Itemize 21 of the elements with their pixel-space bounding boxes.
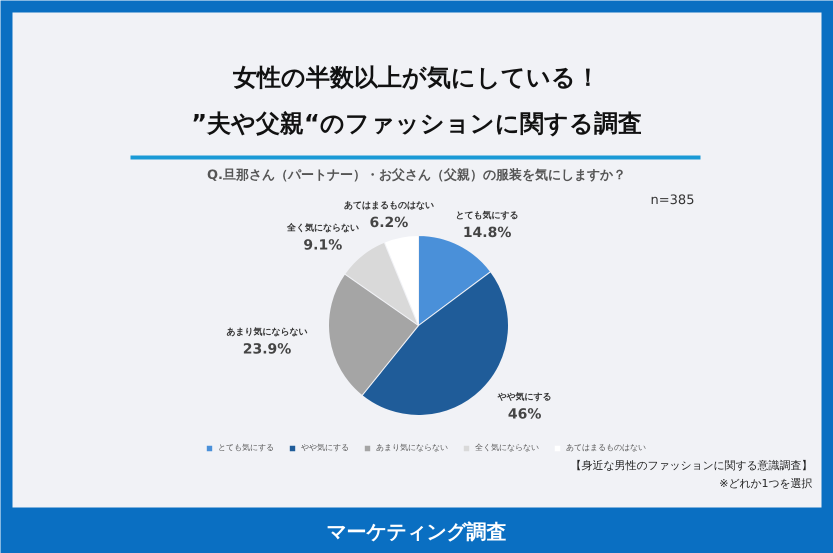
text: n=385 [650, 193, 694, 208]
legend-label: あてはまるものはない [566, 442, 646, 453]
slice-label: あてはまるものはない [344, 201, 434, 212]
data-label: 46% [508, 406, 542, 423]
text: マーケティング調査 [326, 520, 506, 544]
legend-label: とても気にする [218, 442, 274, 453]
slice-label: やや気にする [496, 392, 552, 403]
text: 【身近な男性のファッションに関する意識調査】 [570, 459, 812, 472]
slice-label: 全く気にならない [286, 222, 359, 234]
chart-title: 女性の半数以上が気にしている！ ”夫や父親“のファッションに関する調査 [191, 64, 642, 138]
slice-label: とても気にする [456, 210, 519, 221]
legend-label: やや気にする [301, 442, 349, 453]
data-label: 6.2% [369, 215, 408, 232]
text: ※どれか1つを選択 [719, 477, 813, 490]
slice-label: あまり気にならない [226, 326, 308, 338]
legend-label: 全く気にならない [475, 442, 539, 453]
legend-label: あまり気にならない [376, 442, 448, 453]
data-label: 23.9% [242, 341, 292, 358]
data-label: 14.8% [462, 224, 512, 241]
data-label: 9.1% [303, 238, 342, 254]
chart-subtitle: Q.旦那さん（パートナー）・お父さん（父親）の服装を気にしますか？ [207, 167, 626, 183]
